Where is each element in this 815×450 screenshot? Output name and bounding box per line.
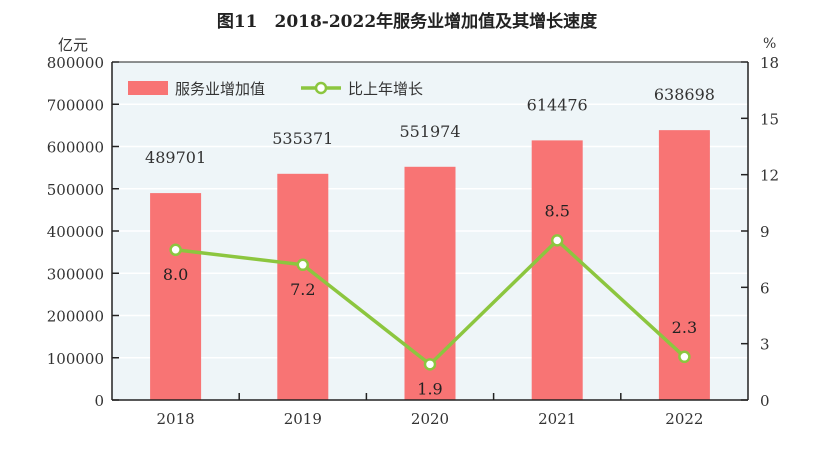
legend-line-label: 比上年增长 — [348, 80, 423, 98]
y-left-tick-label: 400000 — [47, 223, 104, 241]
y-right-tick-label: 0 — [760, 392, 770, 410]
y-right-tick-label: 12 — [760, 167, 779, 185]
y-left-tick-label: 300000 — [47, 265, 104, 283]
bar-2018 — [150, 193, 202, 400]
growth-value-label: 7.2 — [290, 280, 315, 299]
legend-bar-label: 服务业增加值 — [175, 80, 265, 98]
y-left-axis-label: 亿元 — [58, 36, 88, 54]
y-left-tick-label: 800000 — [47, 54, 104, 72]
growth-value-label: 2.3 — [672, 318, 697, 337]
bar-value-label: 489701 — [145, 148, 206, 167]
legend-line-marker — [314, 81, 328, 95]
y-right-tick-label: 6 — [760, 279, 770, 297]
y-left-tick-label: 100000 — [47, 350, 104, 368]
growth-point-2021 — [550, 234, 564, 247]
y-left-tick-label: 0 — [94, 392, 104, 410]
growth-value-label: 8.5 — [544, 201, 569, 220]
y-left-tick-label: 500000 — [47, 181, 104, 199]
growth-point-2019 — [296, 258, 310, 272]
legend-bar-swatch — [128, 81, 168, 95]
growth-value-label: 1.9 — [417, 379, 442, 398]
growth-value-label: 8.0 — [163, 265, 188, 284]
bar-value-label: 535371 — [272, 129, 333, 148]
x-tick-label: 2018 — [157, 410, 195, 428]
growth-point-2018 — [169, 243, 182, 257]
x-tick-label: 2019 — [284, 410, 322, 428]
x-tick-label: 2021 — [538, 410, 576, 428]
y-right-tick-label: 15 — [760, 110, 779, 128]
growth-point-2022 — [678, 350, 691, 364]
x-tick-label: 2020 — [411, 410, 449, 428]
y-right-tick-label: 3 — [760, 336, 770, 354]
bar-2019 — [277, 173, 329, 400]
bar-value-label: 638698 — [654, 85, 715, 104]
y-right-tick-label: 9 — [760, 223, 770, 241]
chart-title: 图11 2018-2022年服务业增加值及其增长速度 — [217, 11, 598, 32]
y-left-tick-label: 600000 — [47, 139, 104, 157]
y-right-axis-label: % — [763, 36, 776, 52]
y-right-tick-label: 18 — [760, 54, 779, 72]
bar-2021 — [531, 140, 583, 400]
y-left-tick-label: 200000 — [47, 308, 104, 326]
bar-value-label: 551974 — [399, 122, 460, 141]
growth-point-2020 — [423, 358, 437, 371]
bar-value-label: 614476 — [527, 95, 588, 114]
y-left-tick-label: 700000 — [47, 96, 104, 114]
x-tick-label: 2022 — [665, 410, 703, 428]
